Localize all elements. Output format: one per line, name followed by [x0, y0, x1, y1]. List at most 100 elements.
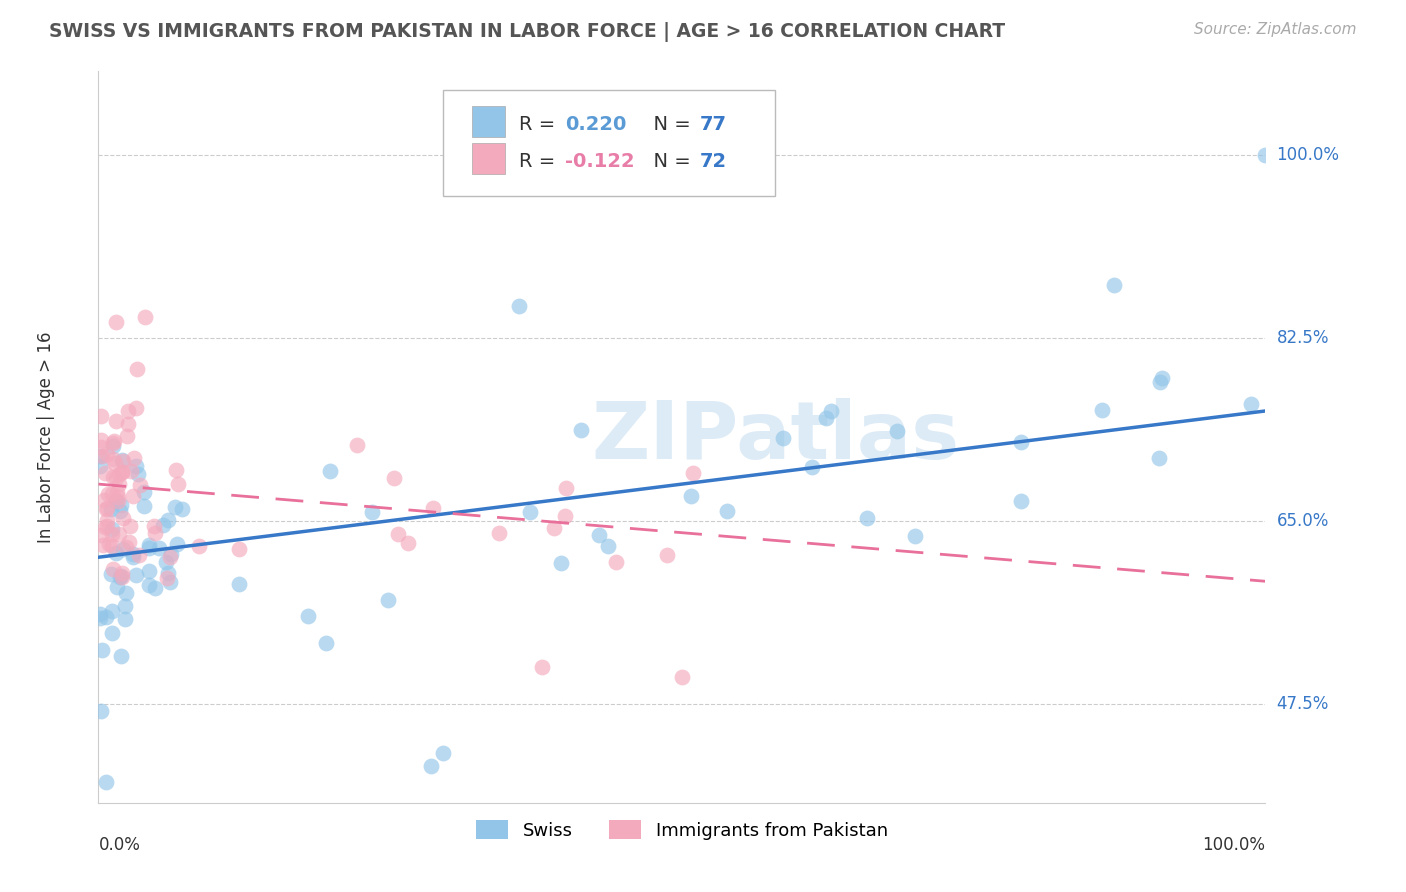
Text: 0.220: 0.220	[565, 115, 627, 135]
Bar	[472, 106, 505, 137]
Point	[120, 464, 142, 478]
Text: SWISS VS IMMIGRANTS FROM PAKISTAN IN LABOR FORCE | AGE > 16 CORRELATION CHART: SWISS VS IMMIGRANTS FROM PAKISTAN IN LAB…	[49, 22, 1005, 42]
Point	[319, 464, 342, 478]
Point	[228, 541, 250, 556]
Point	[93, 493, 115, 508]
Point	[681, 489, 703, 503]
Point	[1240, 397, 1263, 411]
Point	[94, 775, 117, 789]
Point	[89, 459, 111, 474]
Point	[160, 547, 183, 561]
Text: In Labor Force | Age > 16: In Labor Force | Age > 16	[37, 331, 55, 543]
Point	[138, 564, 160, 578]
Point	[550, 557, 572, 571]
Point	[101, 436, 124, 450]
Point	[165, 463, 187, 477]
Point	[856, 511, 879, 525]
Point	[152, 518, 174, 533]
Point	[90, 704, 112, 718]
Point	[387, 527, 409, 541]
Point	[111, 570, 134, 584]
Point	[108, 527, 131, 541]
Point	[124, 401, 146, 416]
Point	[125, 459, 148, 474]
Point	[96, 501, 118, 516]
Point	[111, 541, 134, 556]
Point	[89, 607, 111, 621]
Point	[120, 518, 142, 533]
Text: N =: N =	[641, 152, 697, 171]
Point	[96, 519, 118, 533]
Point	[815, 411, 838, 425]
Point	[89, 449, 111, 463]
Point	[1010, 435, 1032, 450]
Text: 65.0%: 65.0%	[1277, 512, 1329, 530]
Point	[156, 571, 179, 585]
Point	[111, 566, 134, 580]
Point	[111, 466, 134, 480]
Point	[90, 527, 112, 541]
Point	[104, 471, 127, 485]
Point	[96, 447, 118, 461]
Point	[1254, 148, 1277, 162]
Point	[170, 501, 193, 516]
Point	[166, 537, 188, 551]
Point	[110, 648, 132, 663]
Point	[94, 466, 117, 480]
Point	[554, 509, 576, 524]
Point	[94, 519, 117, 533]
Point	[188, 539, 211, 553]
Point	[90, 440, 112, 454]
Legend: Swiss, Immigrants from Pakistan: Swiss, Immigrants from Pakistan	[467, 811, 897, 848]
FancyBboxPatch shape	[443, 90, 775, 195]
Point	[157, 513, 180, 527]
Point	[297, 608, 319, 623]
Point	[118, 535, 141, 549]
Point	[571, 423, 593, 437]
Point	[105, 493, 128, 508]
Point	[104, 456, 127, 470]
Point	[128, 477, 150, 491]
Point	[346, 438, 368, 452]
Point	[138, 541, 160, 556]
Point	[554, 481, 576, 495]
Point	[108, 569, 131, 583]
Point	[543, 520, 565, 534]
Point	[138, 538, 160, 552]
Point	[103, 451, 125, 466]
Point	[132, 484, 155, 499]
Text: 82.5%: 82.5%	[1277, 329, 1329, 347]
Point	[800, 459, 823, 474]
Text: 47.5%: 47.5%	[1277, 695, 1329, 713]
Point	[101, 470, 124, 484]
Point	[716, 504, 738, 518]
Point	[125, 567, 148, 582]
Point	[605, 555, 627, 569]
Text: R =: R =	[519, 152, 561, 171]
Text: -0.122: -0.122	[565, 152, 636, 171]
Bar	[472, 143, 505, 174]
Point	[772, 431, 794, 445]
Point	[166, 476, 188, 491]
Point	[508, 300, 530, 314]
Point	[100, 522, 122, 536]
Point	[104, 315, 127, 329]
Point	[100, 604, 122, 618]
Point	[89, 611, 111, 625]
Point	[122, 549, 145, 564]
Point	[122, 489, 145, 503]
Point	[107, 484, 129, 499]
Point	[422, 501, 444, 516]
Point	[155, 555, 177, 569]
Point	[114, 586, 136, 600]
Text: 72: 72	[699, 152, 727, 171]
Point	[112, 510, 135, 524]
Point	[1010, 494, 1032, 508]
Point	[96, 500, 118, 515]
Point	[396, 536, 419, 550]
Point	[820, 403, 842, 417]
Point	[128, 549, 150, 563]
Point	[105, 580, 128, 594]
Point	[1091, 403, 1114, 417]
Point	[117, 429, 139, 443]
